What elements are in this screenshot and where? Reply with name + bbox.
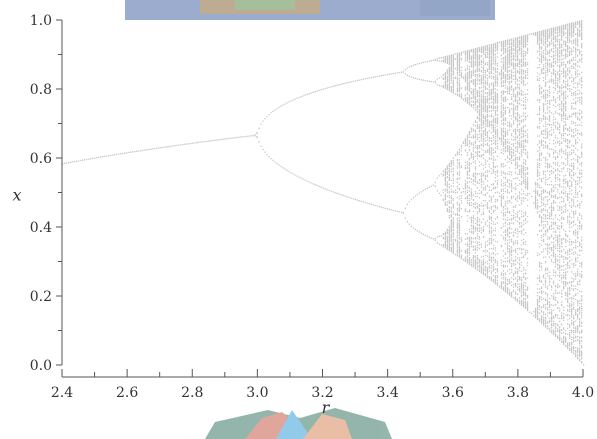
y-tick-label: 0.0: [30, 358, 52, 374]
bifurcation-points: [62, 19, 585, 366]
x-tick-label: 4.0: [572, 385, 594, 401]
x-tick-label: 2.4: [51, 385, 73, 401]
axes: [61, 20, 583, 378]
y-axis-ticks: 0.0 0.2 0.4 0.6 0.8 1.0: [30, 13, 62, 374]
y-tick-label: 0.8: [30, 82, 52, 98]
x-tick-label: 3.0: [246, 385, 268, 401]
x-tick-label: 2.8: [181, 385, 203, 401]
y-tick-label: 0.2: [30, 289, 52, 305]
x-axis-ticks: 2.4 2.6 2.8 3.0 3.2 3.4 3.6 3.8 4.0: [51, 369, 594, 401]
bifurcation-point-cloud: [62, 19, 585, 366]
y-tick-label: 1.0: [30, 13, 52, 29]
x-tick-label: 3.8: [507, 385, 529, 401]
x-tick-label: 3.6: [442, 385, 464, 401]
y-tick-label: 0.4: [30, 220, 52, 236]
x-tick-label: 3.4: [376, 385, 398, 401]
x-tick-label: 2.6: [116, 385, 138, 401]
x-axis-label: r: [322, 398, 331, 417]
y-axis-label: x: [12, 186, 21, 205]
y-tick-label: 0.6: [30, 151, 52, 167]
x-tick-label: 3.2: [311, 385, 333, 401]
